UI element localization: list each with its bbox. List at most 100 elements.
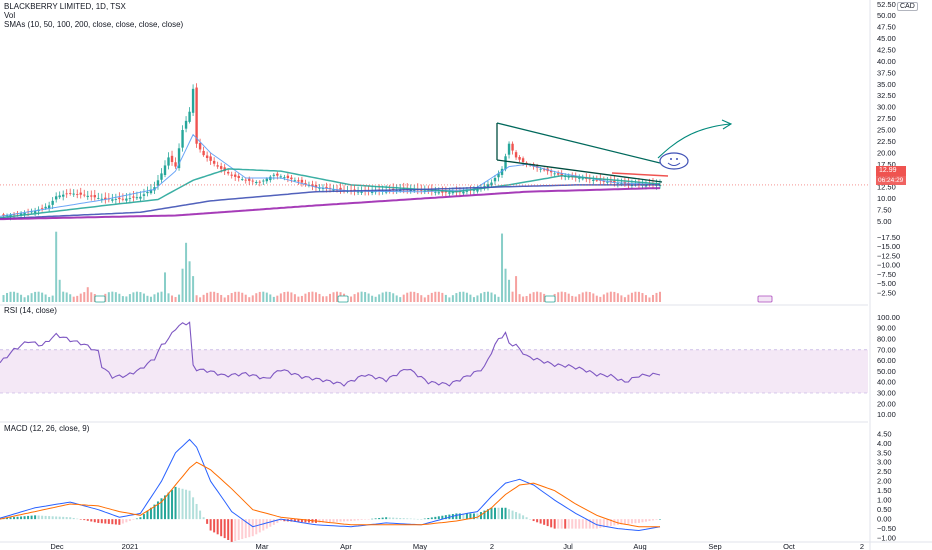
candle-body bbox=[132, 196, 135, 198]
macd-histogram-bar bbox=[522, 515, 525, 520]
sma-line-sma-200 bbox=[0, 187, 661, 221]
candle-body bbox=[146, 191, 149, 194]
volume-bar bbox=[297, 296, 300, 302]
volume-bar bbox=[336, 291, 339, 302]
macd-histogram-bar bbox=[185, 489, 188, 520]
macd-histogram-bar bbox=[30, 515, 33, 520]
rsi-line bbox=[0, 321, 661, 387]
macd-histogram-bar bbox=[171, 489, 174, 520]
macd-histogram-bar bbox=[529, 519, 532, 520]
price-tick-label: 35.00 bbox=[877, 80, 896, 89]
rsi-tick-label: 10.00 bbox=[877, 410, 896, 419]
macd-histogram-bar bbox=[501, 507, 504, 520]
candle-body bbox=[511, 143, 514, 151]
candle-body bbox=[205, 155, 209, 158]
macd-histogram-bar bbox=[93, 519, 96, 523]
time-tick-label: 2 bbox=[490, 542, 494, 550]
candle-body bbox=[325, 186, 328, 189]
volume-bar bbox=[444, 294, 447, 302]
price-tick-label: 20.00 bbox=[877, 148, 896, 157]
candle-body bbox=[128, 198, 132, 199]
candle-body bbox=[121, 198, 125, 200]
macd-histogram-bar bbox=[325, 519, 328, 523]
macd-histogram-bar bbox=[262, 519, 265, 531]
sma-label[interactable]: SMAs (10, 50, 100, 200, close, close, cl… bbox=[4, 20, 184, 29]
volume-bar bbox=[564, 292, 567, 302]
macd-tick-label: 0.50 bbox=[877, 505, 892, 514]
candle-body bbox=[588, 178, 591, 180]
macd-histogram-bar bbox=[441, 515, 444, 520]
macd-histogram-bar bbox=[532, 519, 535, 522]
candle-body bbox=[248, 178, 251, 181]
volume-bar bbox=[543, 293, 546, 302]
volume-bar bbox=[149, 296, 152, 302]
macd-histogram-bar bbox=[220, 519, 223, 537]
macd-histogram-bar bbox=[167, 492, 170, 520]
volume-label[interactable]: Vol bbox=[4, 11, 16, 20]
rsi-tick-label: 30.00 bbox=[877, 389, 896, 398]
volume-bar bbox=[332, 292, 335, 302]
volume-bar bbox=[623, 297, 626, 302]
volume-bar bbox=[139, 292, 142, 302]
volume-bar bbox=[416, 293, 419, 302]
candle-body bbox=[493, 178, 497, 182]
candle-body bbox=[202, 150, 205, 156]
macd-tick-label: 2.50 bbox=[877, 467, 892, 476]
macd-histogram-bar bbox=[23, 516, 26, 520]
volume-bar bbox=[20, 294, 23, 302]
volume-bar bbox=[539, 292, 542, 302]
candle-body bbox=[255, 182, 258, 184]
candle-body bbox=[286, 175, 290, 178]
volume-bar bbox=[114, 292, 117, 302]
volume-bar bbox=[27, 295, 30, 302]
circle-annotation bbox=[659, 152, 689, 170]
volume-bar bbox=[476, 295, 479, 302]
volume-bar bbox=[41, 292, 44, 302]
volume-bar bbox=[627, 294, 630, 302]
volume-bar bbox=[199, 297, 202, 302]
candle-body bbox=[65, 193, 68, 195]
volume-bar bbox=[399, 297, 402, 302]
volume-bar bbox=[641, 293, 644, 302]
earnings-marker bbox=[94, 295, 106, 303]
macd-tick-label: 3.50 bbox=[877, 448, 892, 457]
price-tick-label: 32.50 bbox=[877, 91, 896, 100]
volume-bar bbox=[630, 292, 633, 302]
volume-bar bbox=[146, 295, 149, 302]
sma-line-sma-100 bbox=[0, 184, 660, 220]
macd-histogram-bar bbox=[434, 516, 437, 520]
candle-body bbox=[61, 194, 65, 197]
macd-histogram-bar bbox=[251, 519, 254, 537]
volume-bar bbox=[48, 296, 51, 302]
candle-body bbox=[318, 187, 321, 189]
macd-tick-label: 4.50 bbox=[877, 429, 892, 438]
macd-histogram-bar bbox=[213, 519, 216, 533]
volume-bar bbox=[188, 261, 191, 302]
volume-bar bbox=[578, 294, 581, 302]
volume-bar bbox=[381, 292, 384, 302]
volume-bar bbox=[490, 292, 493, 302]
candle-body bbox=[644, 184, 648, 187]
symbol-title[interactable]: BLACKBERRY LIMITED, 1D, TSX bbox=[4, 2, 126, 11]
macd-histogram-bar bbox=[135, 518, 138, 520]
volume-bar bbox=[9, 291, 12, 302]
volume-bar bbox=[69, 294, 72, 302]
candle-body bbox=[69, 193, 72, 194]
volume-bar bbox=[409, 291, 412, 302]
volume-bar bbox=[142, 293, 145, 302]
volume-bar bbox=[655, 292, 658, 302]
macd-histogram-bar bbox=[276, 519, 279, 523]
currency-badge[interactable]: CAD bbox=[897, 2, 918, 11]
macd-histogram-bar bbox=[564, 519, 567, 529]
macd-histogram-bar bbox=[437, 516, 440, 520]
candle-body bbox=[163, 165, 167, 175]
volume-bar bbox=[430, 292, 433, 302]
candle-body bbox=[437, 192, 441, 194]
macd-histogram-bar bbox=[637, 519, 640, 523]
candle-body bbox=[356, 191, 360, 193]
candle-body bbox=[198, 142, 202, 150]
rsi-label[interactable]: RSI (14, close) bbox=[4, 306, 57, 315]
macd-label[interactable]: MACD (12, 26, close, 9) bbox=[4, 424, 90, 433]
candle-body bbox=[321, 188, 325, 190]
